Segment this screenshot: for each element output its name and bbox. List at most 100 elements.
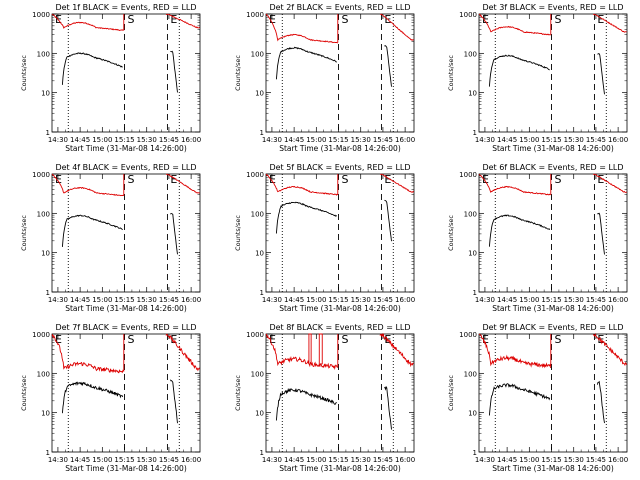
x-tick-label: 16:00 [395,136,415,144]
marker-letter: S [341,173,348,186]
x-tick-label: 16:00 [395,296,415,304]
x-tick-label: 16:00 [181,296,201,304]
y-tick-label: 10 [468,90,477,98]
x-tick-label: 16:00 [395,456,415,464]
lld-series [166,173,200,194]
events-series [61,52,123,85]
lld-series [266,13,338,44]
marker-letter: S [341,333,348,346]
marker-letter: E [170,173,177,186]
x-tick-label: 14:45 [284,136,304,144]
marker-letter: E [482,13,489,26]
x-tick-label: 15:15 [328,296,348,304]
x-tick-label: 15:30 [564,136,584,144]
x-tick-label: 14:30 [475,456,495,464]
marker-letter: E [269,173,276,186]
lld-series [165,13,200,29]
y-tick-label: 1 [473,129,477,137]
lld-series [51,173,124,197]
x-tick-label: 15:00 [519,136,539,144]
events-series [488,383,551,416]
y-tick-label: 1 [260,289,264,297]
lld-series [479,333,552,369]
marker-letter: E [269,333,276,346]
y-tick-label: 10 [468,410,477,418]
x-tick-label: 15:45 [159,296,179,304]
marker-letter: E [170,333,177,346]
x-axis-label: Start Time (31-Mar-08 14:26:00) [65,144,187,153]
x-tick-label: 14:30 [48,456,68,464]
events-series [597,53,605,95]
marker-letter: E [55,173,62,186]
x-tick-label: 16:00 [608,456,628,464]
lld-series [265,333,338,370]
x-tick-label: 14:45 [70,136,90,144]
events-series [597,212,605,255]
events-series [170,379,178,424]
lld-series [593,173,627,193]
x-tick-label: 15:15 [328,456,348,464]
x-tick-label: 15:30 [351,456,371,464]
lld-series [51,13,124,32]
marker-letter: S [554,173,561,186]
x-tick-label: 15:30 [564,456,584,464]
x-axis-label: Start Time (31-Mar-08 14:26:00) [492,144,614,153]
events-series [384,385,392,430]
panel-title: Det 9f BLACK = Events, RED = LLD [482,323,623,332]
panel-5: Det 5f BLACK = Events, RED = LLD 1 10 100 10… [234,163,415,313]
panel-title: Det 7f BLACK = Events, RED = LLD [55,323,196,332]
x-tick-label: 14:30 [48,296,68,304]
y-tick-label: 10 [255,410,264,418]
y-tick-label: 100 [37,210,50,218]
x-tick-label: 15:00 [306,136,326,144]
y-axis-label: Counts/sec [447,375,455,411]
y-tick-label: 1 [473,449,477,457]
x-tick-label: 15:00 [306,456,326,464]
x-tick-label: 15:30 [137,136,157,144]
plot-frame [51,13,201,133]
events-series [488,54,550,87]
marker-letter: S [554,13,561,26]
marker-letter: S [341,13,348,26]
y-tick-label: 10 [255,90,264,98]
x-tick-label: 15:15 [541,456,561,464]
y-tick-label: 1000 [459,331,477,339]
x-tick-label: 15:15 [114,136,134,144]
x-axis-label: Start Time (31-Mar-08 14:26:00) [65,304,187,313]
x-tick-label: 15:45 [586,456,606,464]
y-tick-label: 100 [251,370,264,378]
x-tick-label: 14:45 [497,456,517,464]
y-tick-label: 1000 [246,331,264,339]
y-tick-label: 100 [37,370,50,378]
marker-letter: E [55,333,62,346]
y-tick-label: 1 [260,129,264,137]
y-tick-label: 100 [464,370,477,378]
x-tick-label: 15:45 [159,136,179,144]
panel-title: Det 6f BLACK = Events, RED = LLD [482,163,623,172]
panel-1: Det 1f BLACK = Events, RED = LLD 1 10 100 10… [20,3,201,153]
x-axis-label: Start Time (31-Mar-08 14:26:00) [492,304,614,313]
x-tick-label: 14:30 [475,296,495,304]
y-tick-label: 10 [255,250,264,258]
x-tick-label: 14:45 [497,136,517,144]
y-axis-label: Counts/sec [447,215,455,251]
plot-frame [478,333,628,453]
y-tick-label: 100 [37,50,50,58]
y-tick-label: 1000 [246,171,264,179]
x-tick-label: 15:45 [586,136,606,144]
lld-series [478,173,551,196]
x-tick-label: 15:15 [541,136,561,144]
y-tick-label: 1000 [32,331,50,339]
panel-2: Det 2f BLACK = Events, RED = LLD 1 10 100 10… [234,3,415,153]
x-tick-label: 15:15 [114,456,134,464]
panel-title: Det 5f BLACK = Events, RED = LLD [269,163,410,172]
x-tick-label: 15:00 [306,296,326,304]
x-tick-label: 15:30 [137,456,157,464]
lld-series [308,333,312,365]
y-tick-label: 10 [41,410,50,418]
y-tick-label: 1 [46,289,50,297]
lld-series [51,333,124,374]
panel-6: Det 6f BLACK = Events, RED = LLD 1 10 100 10… [447,163,628,313]
events-series [384,199,392,242]
y-tick-label: 100 [251,210,264,218]
